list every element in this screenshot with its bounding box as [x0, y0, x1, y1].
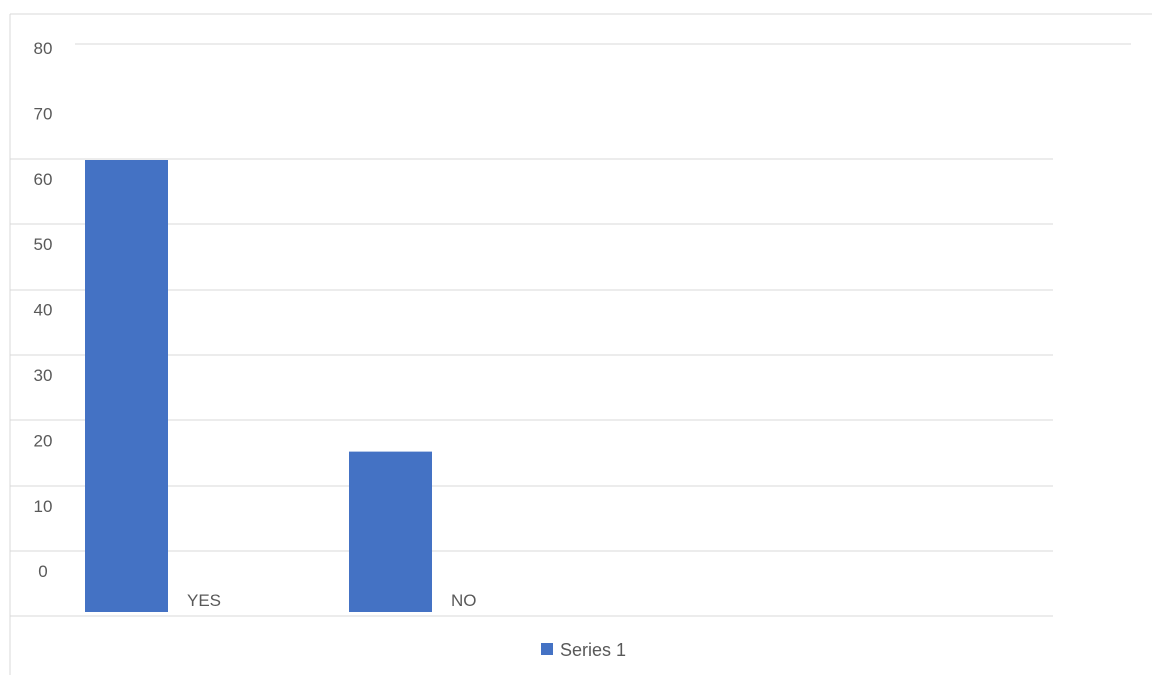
category-label-no: NO: [451, 591, 477, 610]
x-axis-category-labels: YES NO: [187, 591, 477, 610]
y-tick-label: 0: [38, 562, 47, 581]
gridlines: [10, 43, 1131, 617]
bar-yes: [85, 160, 168, 612]
bars: [85, 160, 432, 612]
bar-no: [349, 451, 432, 612]
y-tick-label: 20: [34, 431, 53, 450]
y-tick-label: 50: [34, 235, 53, 254]
y-tick-label: 30: [34, 366, 53, 385]
legend: Series 1: [541, 640, 626, 660]
legend-swatch-series-1: [541, 643, 553, 655]
y-tick-label: 10: [34, 497, 53, 516]
y-tick-label: 60: [34, 170, 53, 189]
legend-label-series-1: Series 1: [560, 640, 626, 660]
category-label-yes: YES: [187, 591, 221, 610]
y-tick-label: 70: [34, 104, 53, 123]
y-tick-label: 80: [34, 39, 53, 58]
y-axis-tick-labels: 80 70 60 50 40 30 20 10 0: [34, 39, 53, 581]
y-tick-label: 40: [34, 301, 53, 320]
